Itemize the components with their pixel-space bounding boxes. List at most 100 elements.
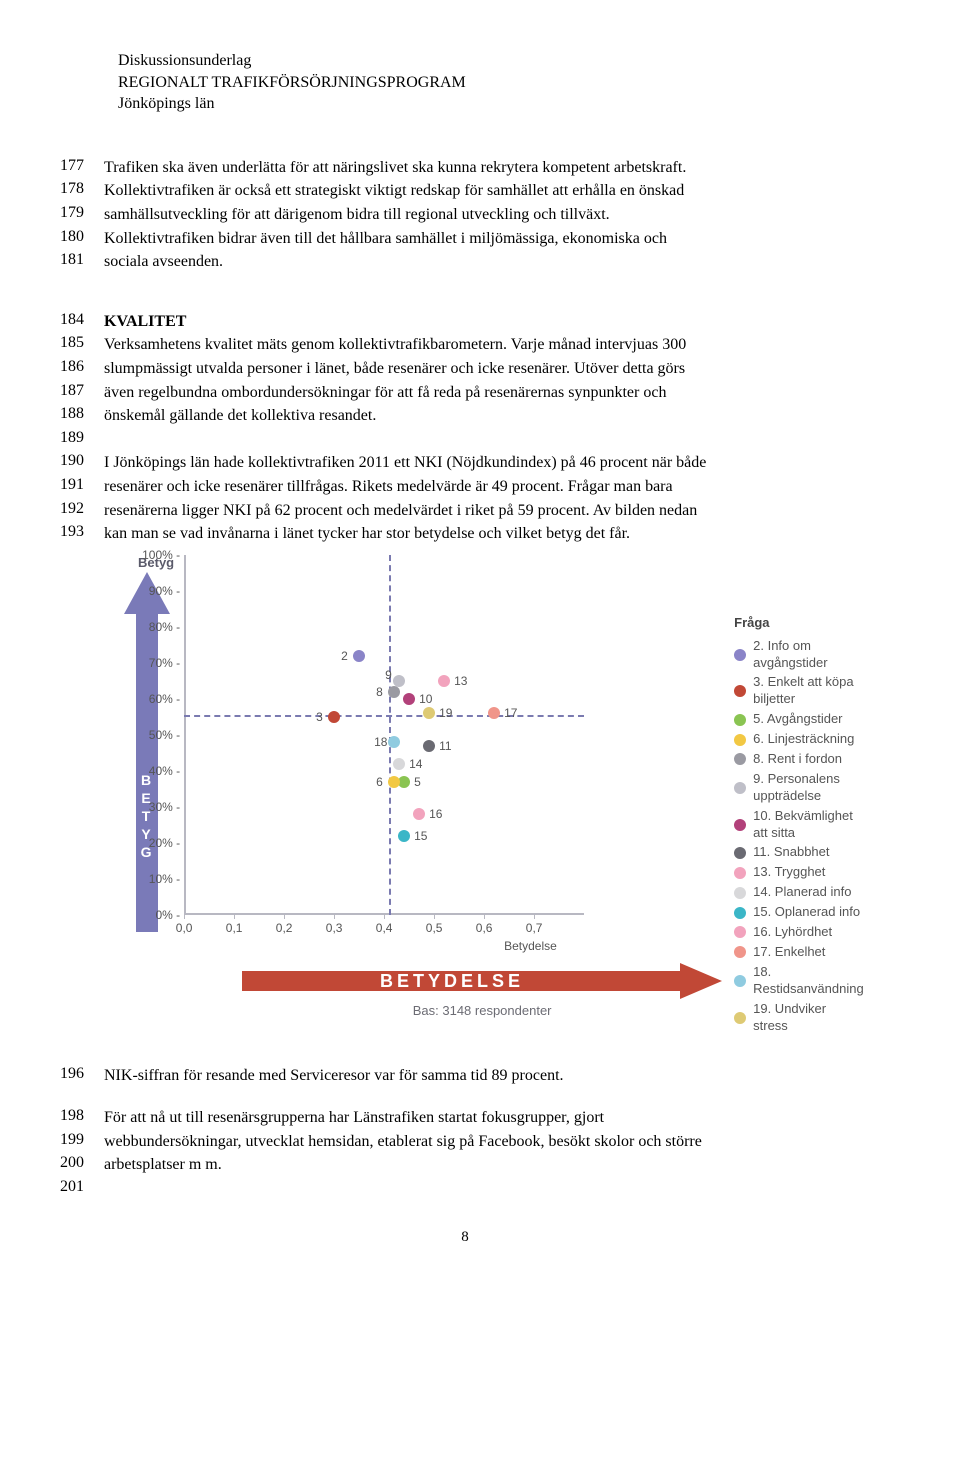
text-line: 198För att nå ut till resenärsgrupperna …	[60, 1107, 870, 1129]
heading-kvalitet: KVALITET	[104, 311, 870, 333]
ref-line-horizontal	[184, 715, 584, 717]
legend-dot-icon	[734, 887, 746, 899]
legend-item: 17. Enkelhet	[734, 944, 864, 961]
scatter-point-label: 13	[454, 674, 467, 688]
legend-label: 8. Rent i fordon	[753, 751, 842, 768]
line-text: resenärer och icke resenärer tillfrågas.…	[104, 476, 870, 498]
scatter-point	[403, 693, 415, 705]
scatter-point	[438, 675, 450, 687]
scatter-point-label: 11	[439, 739, 451, 753]
y-tick-label: 70% -	[126, 656, 180, 670]
scatter-point	[413, 808, 425, 820]
legend-item: 9. Personalens uppträdelse	[734, 771, 864, 805]
line-number: 188	[60, 405, 104, 423]
line-number: 184	[60, 311, 104, 329]
y-tick-label: 100% -	[126, 548, 180, 562]
x-tick-label: 0,6	[476, 921, 493, 935]
legend-dot-icon	[734, 782, 746, 794]
scatter-point	[353, 650, 365, 662]
text-line: 185Verksamhetens kvalitet mäts genom kol…	[60, 334, 870, 356]
legend-item: 13. Trygghet	[734, 864, 864, 881]
legend-label: 9. Personalens uppträdelse	[753, 771, 864, 805]
line-text: slumpmässigt utvalda personer i länet, b…	[104, 358, 870, 380]
text-line: 190I Jönköpings län hade kollektivtrafik…	[60, 452, 870, 474]
legend-dot-icon	[734, 926, 746, 938]
page-number: 8	[60, 1229, 870, 1246]
scatter-point	[423, 740, 435, 752]
legend-label: 19. Undviker stress	[753, 1001, 864, 1035]
scatter-point	[388, 736, 400, 748]
text-line: 191resenärer och icke resenärer tillfråg…	[60, 476, 870, 498]
y-tick-label: 80% -	[126, 620, 180, 634]
line-text: I Jönköpings län hade kollektivtrafiken …	[104, 452, 870, 474]
legend-dot-icon	[734, 867, 746, 879]
scatter-point	[328, 711, 340, 723]
legend-label: 15. Oplanerad info	[753, 904, 860, 921]
line-number: 193	[60, 523, 104, 541]
line-text: webbundersökningar, utvecklat hemsidan, …	[104, 1131, 870, 1153]
legend-label: 5. Avgångstider	[753, 711, 842, 728]
line-number: 186	[60, 358, 104, 376]
y-tick-label: 60% -	[126, 692, 180, 706]
line-number: 201	[60, 1178, 104, 1196]
line-number: 190	[60, 452, 104, 470]
legend-item: 10. Bekvämlighet att sitta	[734, 808, 864, 842]
y-tick-label: 10% -	[126, 872, 180, 886]
line-text: Verksamhetens kvalitet mäts genom kollek…	[104, 334, 870, 356]
line-text: arbetsplatser m m.	[104, 1154, 870, 1176]
y-tick-label: 30% -	[126, 800, 180, 814]
scatter-point-label: 5	[414, 775, 421, 789]
y-tick-label: 90% -	[126, 584, 180, 598]
line-text: samhällsutveckling för att därigenom bid…	[104, 204, 870, 226]
document-header: Diskussionsunderlag REGIONALT TRAFIKFÖRS…	[118, 50, 870, 115]
legend-item: 14. Planerad info	[734, 884, 864, 901]
legend-label: 17. Enkelhet	[753, 944, 825, 961]
legend-label: 3. Enkelt att köpa biljetter	[753, 674, 864, 708]
x-tick-label: 0,2	[276, 921, 293, 935]
line-number: 178	[60, 180, 104, 198]
text-line: 178Kollektivtrafiken är också ett strate…	[60, 180, 870, 202]
scatter-point	[388, 776, 400, 788]
y-tick-label: 20% -	[126, 836, 180, 850]
svg-text:BETYDELSE: BETYDELSE	[380, 971, 524, 991]
line-text: Kollektivtrafiken är också ett strategis…	[104, 180, 870, 202]
scatter-point	[398, 830, 410, 842]
legend-item: 15. Oplanerad info	[734, 904, 864, 921]
scatter-point	[393, 675, 405, 687]
scatter-point-label: 14	[409, 757, 422, 771]
scatter-point	[488, 707, 500, 719]
legend-dot-icon	[734, 649, 746, 661]
legend-dot-icon	[734, 946, 746, 958]
line-text: även regelbundna ombordundersökningar fö…	[104, 382, 870, 404]
legend-dot-icon	[734, 685, 746, 697]
legend-dot-icon	[734, 819, 746, 831]
scatter-point-label: 2	[341, 649, 348, 663]
scatter-point-label: 10	[419, 692, 432, 706]
line-number: 199	[60, 1131, 104, 1149]
text-line: 179samhällsutveckling för att därigenom …	[60, 204, 870, 226]
legend-label: 2. Info om avgångstider	[753, 638, 864, 672]
legend-item: 5. Avgångstider	[734, 711, 864, 728]
paragraph-1: 177Trafiken ska även underlätta för att …	[60, 157, 870, 273]
text-line: 186slumpmässigt utvalda personer i länet…	[60, 358, 870, 380]
legend-item: 2. Info om avgångstider	[734, 638, 864, 672]
y-tick-label: 40% -	[126, 764, 180, 778]
scatter-point-label: 6	[376, 775, 383, 789]
scatter-point-label: 8	[376, 685, 383, 699]
text-line: 187även regelbundna ombordundersökningar…	[60, 382, 870, 404]
scatter-point-label: 19	[439, 706, 452, 720]
paragraph-2: 185Verksamhetens kvalitet mäts genom kol…	[60, 334, 870, 544]
legend-label: 18. Restidsanvändning	[753, 964, 864, 998]
legend: Fråga 2. Info om avgångstider3. Enkelt a…	[722, 555, 864, 1038]
legend-label: 16. Lyhördhet	[753, 924, 832, 941]
legend-dot-icon	[734, 1012, 746, 1024]
header-line-1: Diskussionsunderlag	[118, 50, 870, 72]
y-axis-line	[184, 555, 186, 915]
x-tick-label: 0,1	[226, 921, 243, 935]
legend-dot-icon	[734, 753, 746, 765]
x-arrow-row: BETYDELSE Bas: 3148 respondenter	[242, 963, 722, 1018]
scatter-point-label: 18	[374, 735, 387, 749]
header-line-2: REGIONALT TRAFIKFÖRSÖRJNINGSPROGRAM	[118, 72, 870, 94]
legend-item: 6. Linjesträckning	[734, 731, 864, 748]
line-text: kan man se vad invånarna i länet tycker …	[104, 523, 870, 545]
